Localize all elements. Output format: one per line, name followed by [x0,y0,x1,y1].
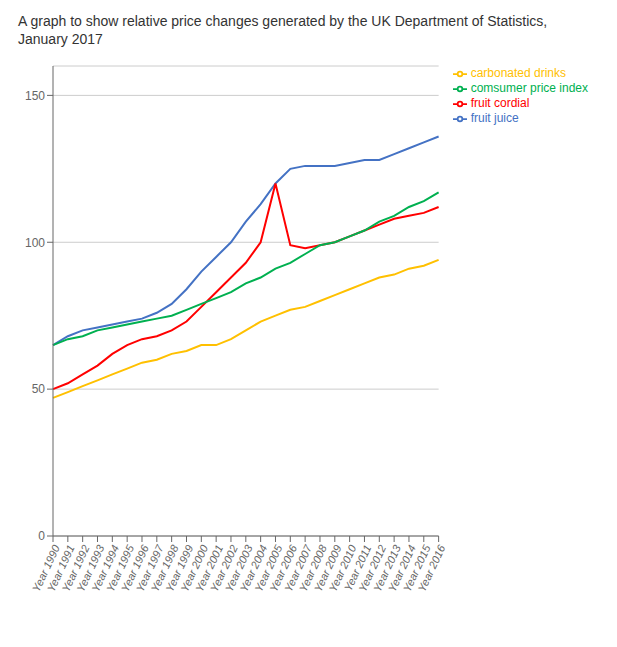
svg-text:150: 150 [25,89,45,103]
svg-text:Year 1998: Year 1998 [148,543,181,594]
svg-text:Year 2016: Year 2016 [415,543,447,594]
svg-text:Year 2000: Year 2000 [178,543,211,594]
html-text:fruit cordial: fruit cordial [470,96,530,110]
svg-text:Year 2010: Year 2010 [326,543,359,594]
svg-text:Year 1990: Year 1990 [29,543,62,594]
svg-text:Year 2014: Year 2014 [385,543,418,594]
svg-text:Year 2015: Year 2015 [400,543,433,594]
svg-text:Year 2003: Year 2003 [222,543,255,594]
html-text:A graph to show relative price: A graph to show relative price changes g… [18,13,548,48]
svg-text:Year 2012: Year 2012 [356,543,389,594]
svg-text:50: 50 [32,383,46,397]
svg-text:Year 1991: Year 1991 [44,543,77,594]
svg-text:100: 100 [25,236,45,250]
svg-text:Year 1997: Year 1997 [133,543,166,594]
svg-text:Year 1995: Year 1995 [104,543,136,594]
svg-text:Year 2009: Year 2009 [311,543,344,594]
svg-text:Year 2004: Year 2004 [237,543,270,594]
html-text:fruit juice: fruit juice [470,110,519,125]
svg-text:Year 2006: Year 2006 [267,543,300,594]
svg-text:Year 2002: Year 2002 [207,543,240,594]
svg-text:Year 2001: Year 2001 [193,543,225,594]
html-text:carbonated drinks: carbonated drinks [470,66,566,81]
svg-text:Year 1999: Year 1999 [163,543,196,594]
svg-text:Year 1996: Year 1996 [118,543,151,594]
svg-text:Year 2005: Year 2005 [252,543,285,594]
svg-text:Year 2008: Year 2008 [296,543,329,594]
svg-text:0: 0 [38,530,45,544]
svg-text:Year 1993: Year 1993 [74,543,107,594]
svg-text:Year 1994: Year 1994 [89,543,122,594]
svg-text:Year 1992: Year 1992 [59,543,92,594]
svg-text:Year 2007: Year 2007 [282,543,314,594]
html-text:comsumer price index: comsumer price index [470,81,588,96]
svg-text:Year 2011: Year 2011 [341,543,374,594]
svg-text:Year 2013: Year 2013 [370,543,403,594]
